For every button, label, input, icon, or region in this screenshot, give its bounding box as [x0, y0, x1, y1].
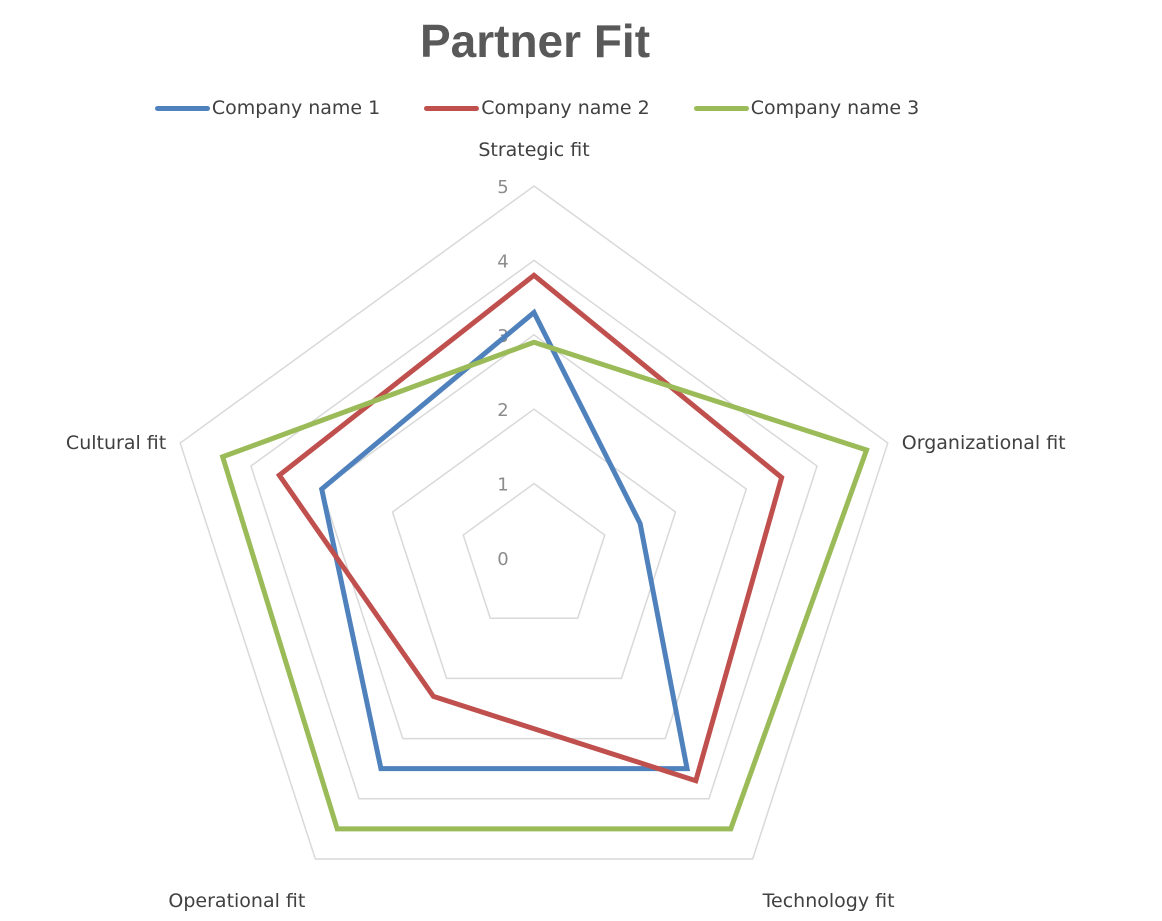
tick-label-2: 2 [497, 400, 508, 421]
series-line-company-3 [219, 339, 870, 832]
tick-label-5: 5 [497, 177, 508, 198]
axis-label-technology-fit: Technology fit [762, 890, 895, 912]
legend-item-company-1: Company name 1 [154, 97, 381, 119]
axis-label-strategic-fit: Strategic fit [478, 139, 589, 161]
grid-ring-2 [391, 408, 677, 680]
chart-title: Partner Fit [419, 15, 651, 67]
legend-item-company-3: Company name 3 [693, 97, 920, 119]
axis-label-cultural-fit: Cultural fit [66, 432, 166, 454]
legend-swatch-company-1 [154, 105, 210, 111]
legend-swatch-company-3 [693, 105, 749, 111]
series-line-company-1 [318, 308, 691, 772]
grid-ring-1 [462, 482, 606, 619]
tick-label-4: 4 [497, 251, 508, 272]
grid-ring-5 [179, 185, 889, 860]
legend-label-company-2: Company name 2 [481, 97, 650, 119]
legend-label-company-3: Company name 3 [750, 97, 920, 119]
tick-label-1: 1 [497, 475, 508, 496]
tick-label-0: 0 [497, 549, 508, 570]
legend-label-company-1: Company name 1 [211, 97, 381, 119]
legend-swatch-company-2 [424, 105, 480, 111]
grid-ring-3 [320, 333, 748, 740]
chart-legend: Company name 1 Company name 2 Company na… [0, 97, 1074, 119]
axis-label-operational-fit: Operational fit [168, 890, 305, 912]
legend-item-company-2: Company name 2 [424, 97, 650, 119]
series-line-company-2 [275, 272, 785, 784]
grid-ring-4 [250, 259, 818, 800]
axis-label-organizational-fit: Organizational fit [902, 432, 1066, 454]
